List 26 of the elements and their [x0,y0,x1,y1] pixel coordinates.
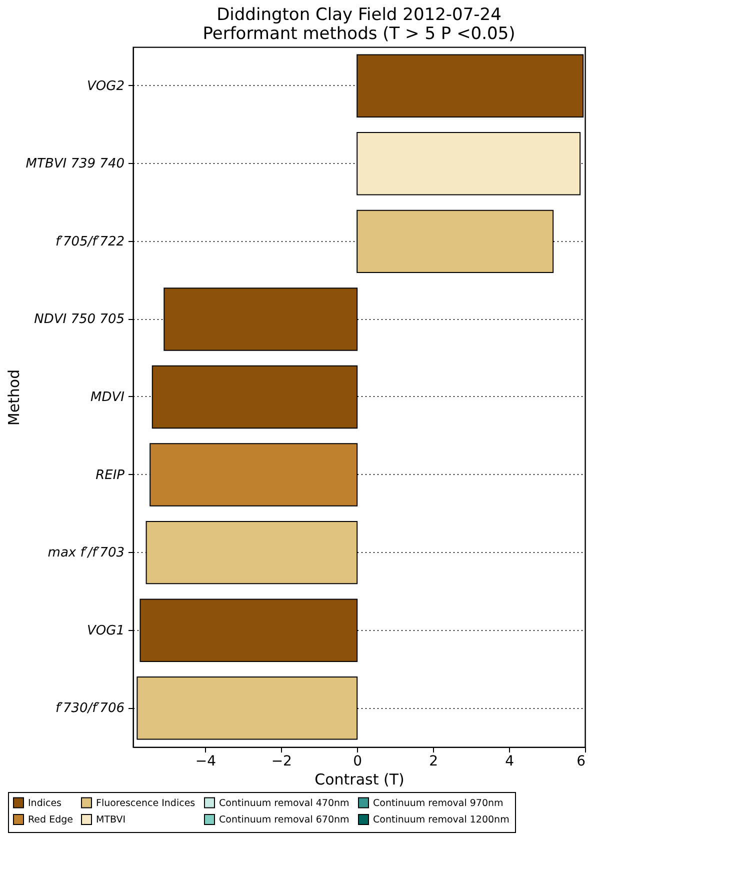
x-tick-label: 4 [505,754,514,770]
x-axis-title: Contrast (T) [314,770,404,788]
legend-label: Continuum removal 670nm [219,814,350,826]
legend-label: Continuum removal 470nm [219,798,350,809]
y-tick-label: NDVI 750 705 [34,312,124,328]
legend-label: Fluorescence Indices [96,798,196,809]
chart-title: Diddington Clay Field 2012-07-24 Performant methods (T > 5 P <0.05) [202,5,516,44]
x-tick-label: 2 [429,754,438,770]
y-tick-label: max f′/f′703 [48,546,124,561]
y-tick-label: f′705/f′722 [55,234,124,250]
legend-label: Indices [28,798,62,809]
x-tick-label: −4 [195,754,216,770]
y-tick-label: MDVI [90,390,125,405]
y-tick-label: VOG2 [87,78,124,94]
y-tick-label: REIP [96,468,125,483]
x-tick-label: −2 [271,754,292,770]
y-tick-label: MTBVI 739 740 [26,156,124,172]
x-tick-label: 0 [353,754,362,770]
legend-label: Continuum removal 1200nm [373,814,510,826]
x-tick-label: 6 [576,754,586,770]
legend-label: Red Edge [28,814,74,826]
y-axis-title: Method [4,369,23,426]
legend-label: Continuum removal 970nm [373,798,504,809]
legend-label: MTBVI [96,814,126,826]
y-tick-label: f′730/f′706 [55,701,124,716]
y-tick-label: VOG1 [87,623,124,638]
